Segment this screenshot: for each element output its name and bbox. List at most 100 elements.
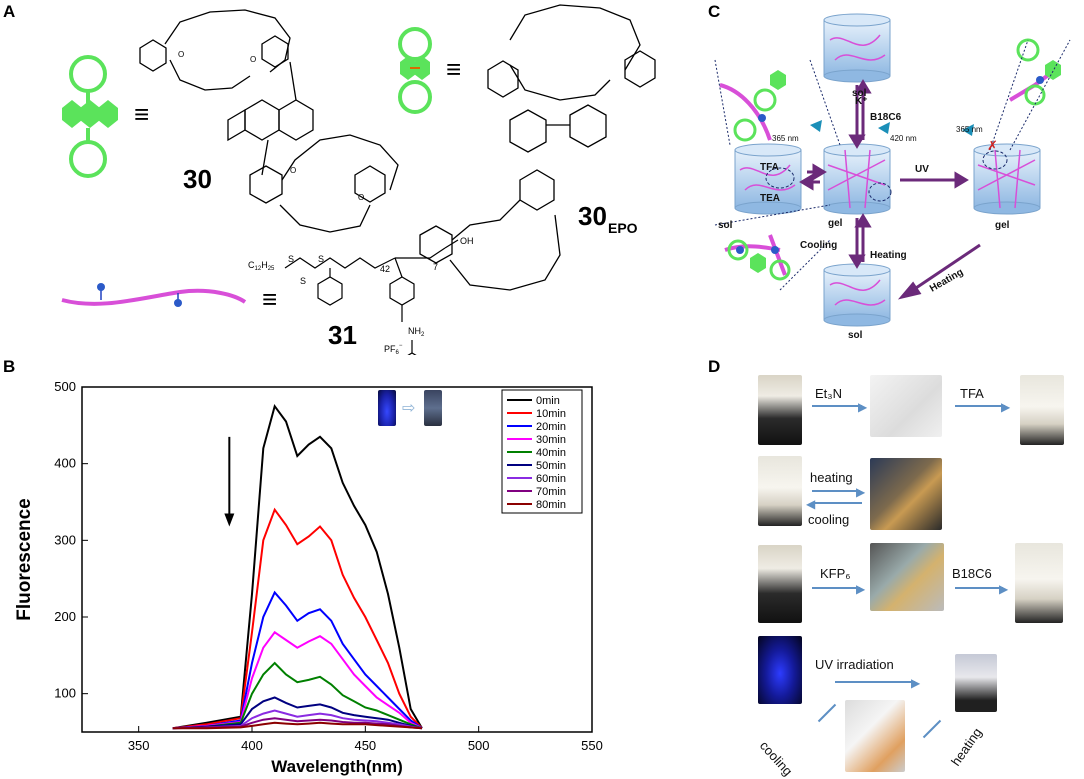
arrow-cooling-d — [814, 502, 862, 504]
photo-gel-vial-4 — [758, 545, 802, 623]
svg-text:EPO: EPO — [608, 220, 638, 236]
label-heating-bottom: heating — [948, 725, 985, 769]
arrow-head-heating-d-icon: ▶ — [856, 485, 866, 499]
fluorescence-chart: 350 400 450 500 550 100 200 300 400 500 0min10min… — [14, 379, 603, 776]
chart-legend-label: 0min — [536, 395, 560, 407]
photo-gel-vial-5 — [1015, 543, 1063, 623]
label-b18c6: B18C6 — [870, 112, 902, 123]
inset-vial-after — [424, 390, 442, 426]
chart-series-line-30min — [172, 630, 423, 730]
svg-text:S: S — [288, 254, 294, 264]
chart-series-line-80min — [172, 721, 423, 730]
label-gel-center: gel — [828, 218, 843, 229]
label-heating-d: heating — [810, 470, 853, 485]
chart-x-tick-label: 550 — [581, 738, 603, 753]
svg-text:O: O — [290, 166, 296, 175]
arrow-kfp6 — [812, 587, 860, 589]
cylinder-gel-right — [973, 143, 1041, 215]
zoom-cartoon-top-right — [989, 38, 1071, 151]
chart-y-tick-label: 200 — [54, 609, 76, 624]
svg-text:C12H25: C12H25 — [248, 260, 275, 272]
panel-a-structures: ≡ O O O O 30 ≡ — [61, 4, 656, 355]
label-sol-left: sol — [718, 220, 733, 231]
label-uv-irradiation: UV irradiation — [815, 657, 894, 672]
chart-legend-label: 80min — [536, 499, 566, 511]
cylinder-sol-bottom — [823, 263, 891, 327]
chart-x-tick-label: 350 — [128, 738, 150, 753]
chart-legend-label: 20min — [536, 421, 566, 433]
chart-series-line-70min — [172, 717, 423, 730]
cylinder-gel-center — [823, 143, 892, 215]
molecule-31-drawing — [284, 239, 459, 355]
equiv-symbol-epo: ≡ — [446, 54, 461, 84]
panel-c-scheme: ✗ K⁺ B18C6 365 nm 420 nm 365 nm TFA TEA … — [714, 13, 1071, 341]
chart-y-axis-label: Fluorescence — [14, 498, 35, 621]
photo-gel-vial-2 — [1020, 375, 1064, 445]
chart-legend-label: 10min — [536, 408, 566, 420]
compound-label-30epo: 30 EPO — [578, 201, 638, 236]
svg-text:PF6−: PF6− — [384, 343, 403, 355]
cylinder-sol-left — [734, 143, 802, 215]
svg-text:30: 30 — [578, 201, 607, 231]
arrow-b18c6 — [955, 587, 1003, 589]
photo-uv-gel-vial — [955, 654, 997, 712]
chart-legend-label: 60min — [536, 473, 566, 485]
panel-letter-d: D — [708, 357, 721, 376]
svg-text:OH: OH — [460, 236, 474, 246]
svg-text:7: 7 — [433, 262, 438, 272]
inset-vial-before — [378, 390, 396, 426]
arrow-heating-bottom — [922, 719, 942, 739]
label-365nm-left: 365 nm — [772, 134, 799, 143]
molecule-30epo-drawing — [419, 4, 656, 291]
label-sol-top: sol — [852, 88, 867, 99]
formula-text-31: C12H25 S S S 42 7 OH NH2 PF6− — [248, 236, 474, 355]
arrow-head-cooling-d-icon: ◀ — [806, 497, 816, 511]
arrow-head-b18c6-icon: ▶ — [999, 582, 1009, 596]
label-cooling-bottom: cooling — [756, 738, 796, 779]
compound-label-30: 30 — [183, 164, 212, 194]
chart-trend-arrow-head — [224, 513, 235, 527]
oxygen-labels-30: O O O O — [178, 50, 364, 202]
chart-x-tick-label: 450 — [354, 738, 376, 753]
label-cooling: Cooling — [800, 240, 837, 251]
chart-x-axis-label: Wavelength(nm) — [271, 757, 403, 776]
cylinder-sol-top — [823, 13, 891, 83]
svg-text:O: O — [250, 55, 256, 64]
chart-series-line-40min — [172, 661, 423, 730]
arrow-head-kfp6-icon: ▶ — [856, 582, 866, 596]
chart-legend-label: 40min — [536, 447, 566, 459]
label-et3n: Et₃N — [815, 386, 842, 401]
panel-letter-c: C — [708, 2, 721, 21]
svg-text:42: 42 — [380, 264, 390, 274]
epo-cartoon-icon — [398, 27, 432, 114]
chart-series-line-20min — [172, 590, 423, 730]
equiv-symbol-30: ≡ — [134, 99, 149, 129]
label-tfa: TFA — [960, 386, 984, 401]
chart-series-line-10min — [172, 507, 423, 730]
polymer-chain-cartoon-icon — [61, 283, 247, 307]
label-gel-right: gel — [995, 220, 1010, 231]
photo-flowing-vial — [845, 700, 905, 772]
chart-plot-frame — [81, 386, 593, 733]
label-kfp6: KFP₆ — [820, 566, 851, 581]
photo-melted-vial — [870, 458, 942, 530]
chart-series-line-60min — [172, 709, 423, 730]
arrow-uv-irradiation — [835, 681, 915, 683]
chart-y-tick-label: 400 — [54, 456, 76, 471]
arrow-head-uv-icon: ▶ — [911, 676, 921, 690]
chart-legend-label: 50min — [536, 460, 566, 472]
panel-letter-b: B — [3, 357, 16, 376]
svg-text:S: S — [318, 254, 324, 264]
label-cooling-d: cooling — [808, 512, 850, 527]
panel-letter-a: A — [3, 2, 16, 21]
photo-sol-vial-1 — [870, 375, 942, 437]
compound-label-31: 31 — [328, 320, 357, 350]
label-tfa: TFA — [760, 162, 779, 173]
label-tea: TEA — [760, 193, 780, 204]
arrow-head-tfa-icon: ▶ — [1001, 400, 1011, 414]
label-365nm-right: 365 nm — [956, 125, 983, 134]
label-sol-bottom: sol — [848, 330, 863, 341]
zoom-cartoon-bottom-left — [714, 204, 831, 291]
zoom-cartoon-top-left — [714, 59, 841, 146]
svg-text:O: O — [358, 193, 364, 202]
